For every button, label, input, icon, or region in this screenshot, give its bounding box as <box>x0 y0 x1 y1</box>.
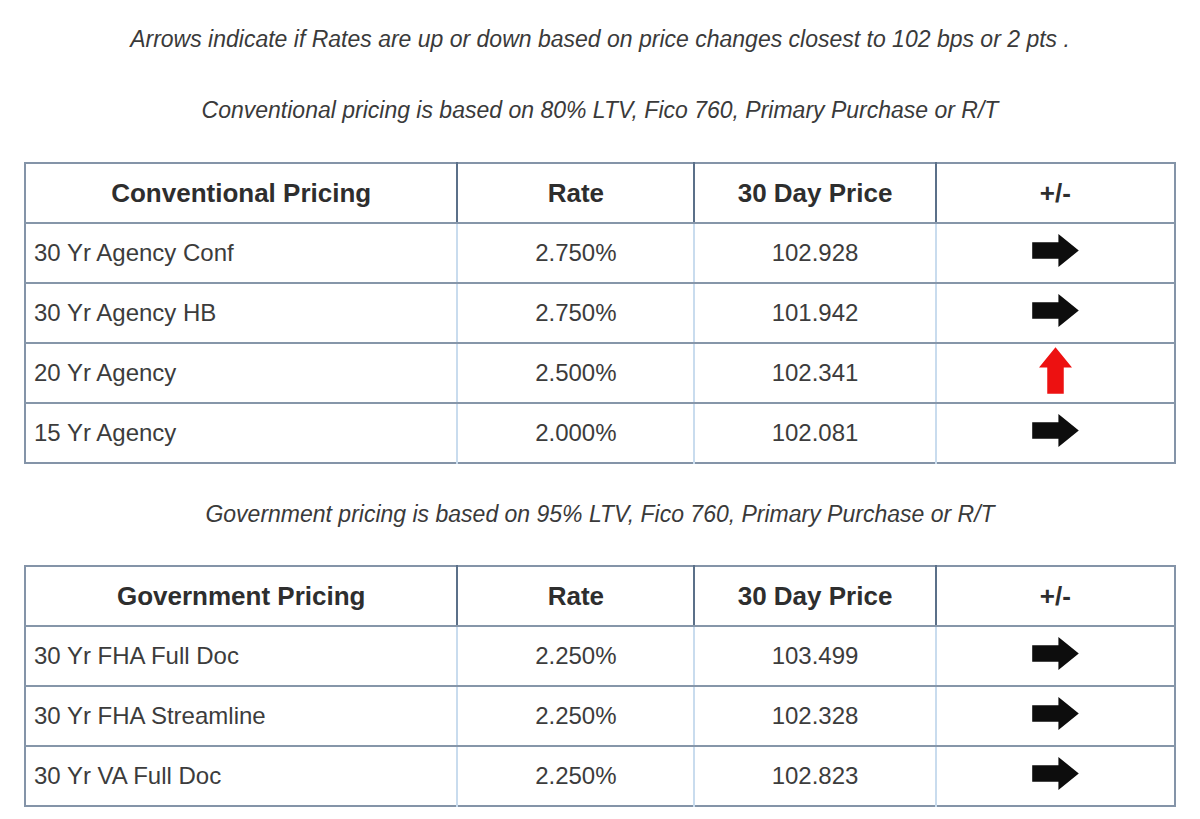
table-header-row: Conventional Pricing Rate 30 Day Price +… <box>25 163 1175 223</box>
price-cell: 101.942 <box>694 283 936 343</box>
change-cell <box>936 746 1175 806</box>
table-row: 30 Yr Agency Conf 2.750% 102.928 <box>25 223 1175 283</box>
rate-cell: 2.250% <box>457 746 694 806</box>
product-cell: 30 Yr FHA Full Doc <box>25 626 457 686</box>
arrows-legend-note: Arrows indicate if Rates are up or down … <box>24 25 1176 53</box>
government-pricing-table: Government Pricing Rate 30 Day Price +/-… <box>24 565 1176 807</box>
table-row: 30 Yr VA Full Doc 2.250% 102.823 <box>25 746 1175 806</box>
table-header-row: Government Pricing Rate 30 Day Price +/- <box>25 566 1175 626</box>
price-cell: 102.823 <box>694 746 936 806</box>
pricing-sheet: Arrows indicate if Rates are up or down … <box>24 25 1176 807</box>
column-header-rate: Rate <box>457 163 694 223</box>
change-arrow-icon <box>1032 697 1079 730</box>
rate-cell: 2.500% <box>457 343 694 403</box>
change-arrow-icon <box>1032 637 1079 670</box>
column-header-change: +/- <box>936 566 1175 626</box>
change-cell <box>936 283 1175 343</box>
change-cell <box>936 223 1175 283</box>
column-header-product: Conventional Pricing <box>25 163 457 223</box>
column-header-price: 30 Day Price <box>694 566 936 626</box>
rate-cell: 2.750% <box>457 223 694 283</box>
change-arrow-icon <box>1032 354 1079 387</box>
column-header-product: Government Pricing <box>25 566 457 626</box>
product-cell: 30 Yr VA Full Doc <box>25 746 457 806</box>
change-arrow-icon <box>1032 294 1079 327</box>
change-cell <box>936 403 1175 463</box>
column-header-rate: Rate <box>457 566 694 626</box>
column-header-change: +/- <box>936 163 1175 223</box>
rate-cell: 2.750% <box>457 283 694 343</box>
product-cell: 15 Yr Agency <box>25 403 457 463</box>
change-cell <box>936 343 1175 403</box>
rate-cell: 2.000% <box>457 403 694 463</box>
price-cell: 102.081 <box>694 403 936 463</box>
price-cell: 102.341 <box>694 343 936 403</box>
change-cell <box>936 686 1175 746</box>
conventional-pricing-table: Conventional Pricing Rate 30 Day Price +… <box>24 162 1176 464</box>
product-cell: 30 Yr Agency Conf <box>25 223 457 283</box>
table-row: 30 Yr FHA Streamline 2.250% 102.328 <box>25 686 1175 746</box>
price-cell: 103.499 <box>694 626 936 686</box>
table-row: 30 Yr FHA Full Doc 2.250% 103.499 <box>25 626 1175 686</box>
change-cell <box>936 626 1175 686</box>
table-row: 20 Yr Agency 2.500% 102.341 <box>25 343 1175 403</box>
government-basis-note: Government pricing is based on 95% LTV, … <box>24 500 1176 528</box>
price-cell: 102.328 <box>694 686 936 746</box>
price-cell: 102.928 <box>694 223 936 283</box>
product-cell: 20 Yr Agency <box>25 343 457 403</box>
column-header-price: 30 Day Price <box>694 163 936 223</box>
rate-cell: 2.250% <box>457 686 694 746</box>
change-arrow-icon <box>1032 234 1079 267</box>
table-row: 15 Yr Agency 2.000% 102.081 <box>25 403 1175 463</box>
product-cell: 30 Yr FHA Streamline <box>25 686 457 746</box>
conventional-basis-note: Conventional pricing is based on 80% LTV… <box>24 96 1176 124</box>
change-arrow-icon <box>1032 757 1079 790</box>
rate-cell: 2.250% <box>457 626 694 686</box>
change-arrow-icon <box>1032 414 1079 447</box>
product-cell: 30 Yr Agency HB <box>25 283 457 343</box>
table-row: 30 Yr Agency HB 2.750% 101.942 <box>25 283 1175 343</box>
